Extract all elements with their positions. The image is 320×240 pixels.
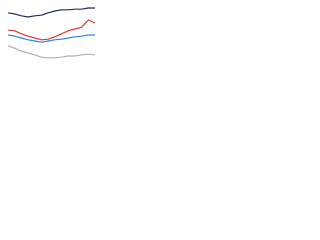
line-series: [7, 7, 95, 18]
chart: [7, 7, 96, 59]
line-series: [7, 34, 95, 43]
line-series: [7, 45, 96, 59]
line-series: [7, 19, 96, 41]
